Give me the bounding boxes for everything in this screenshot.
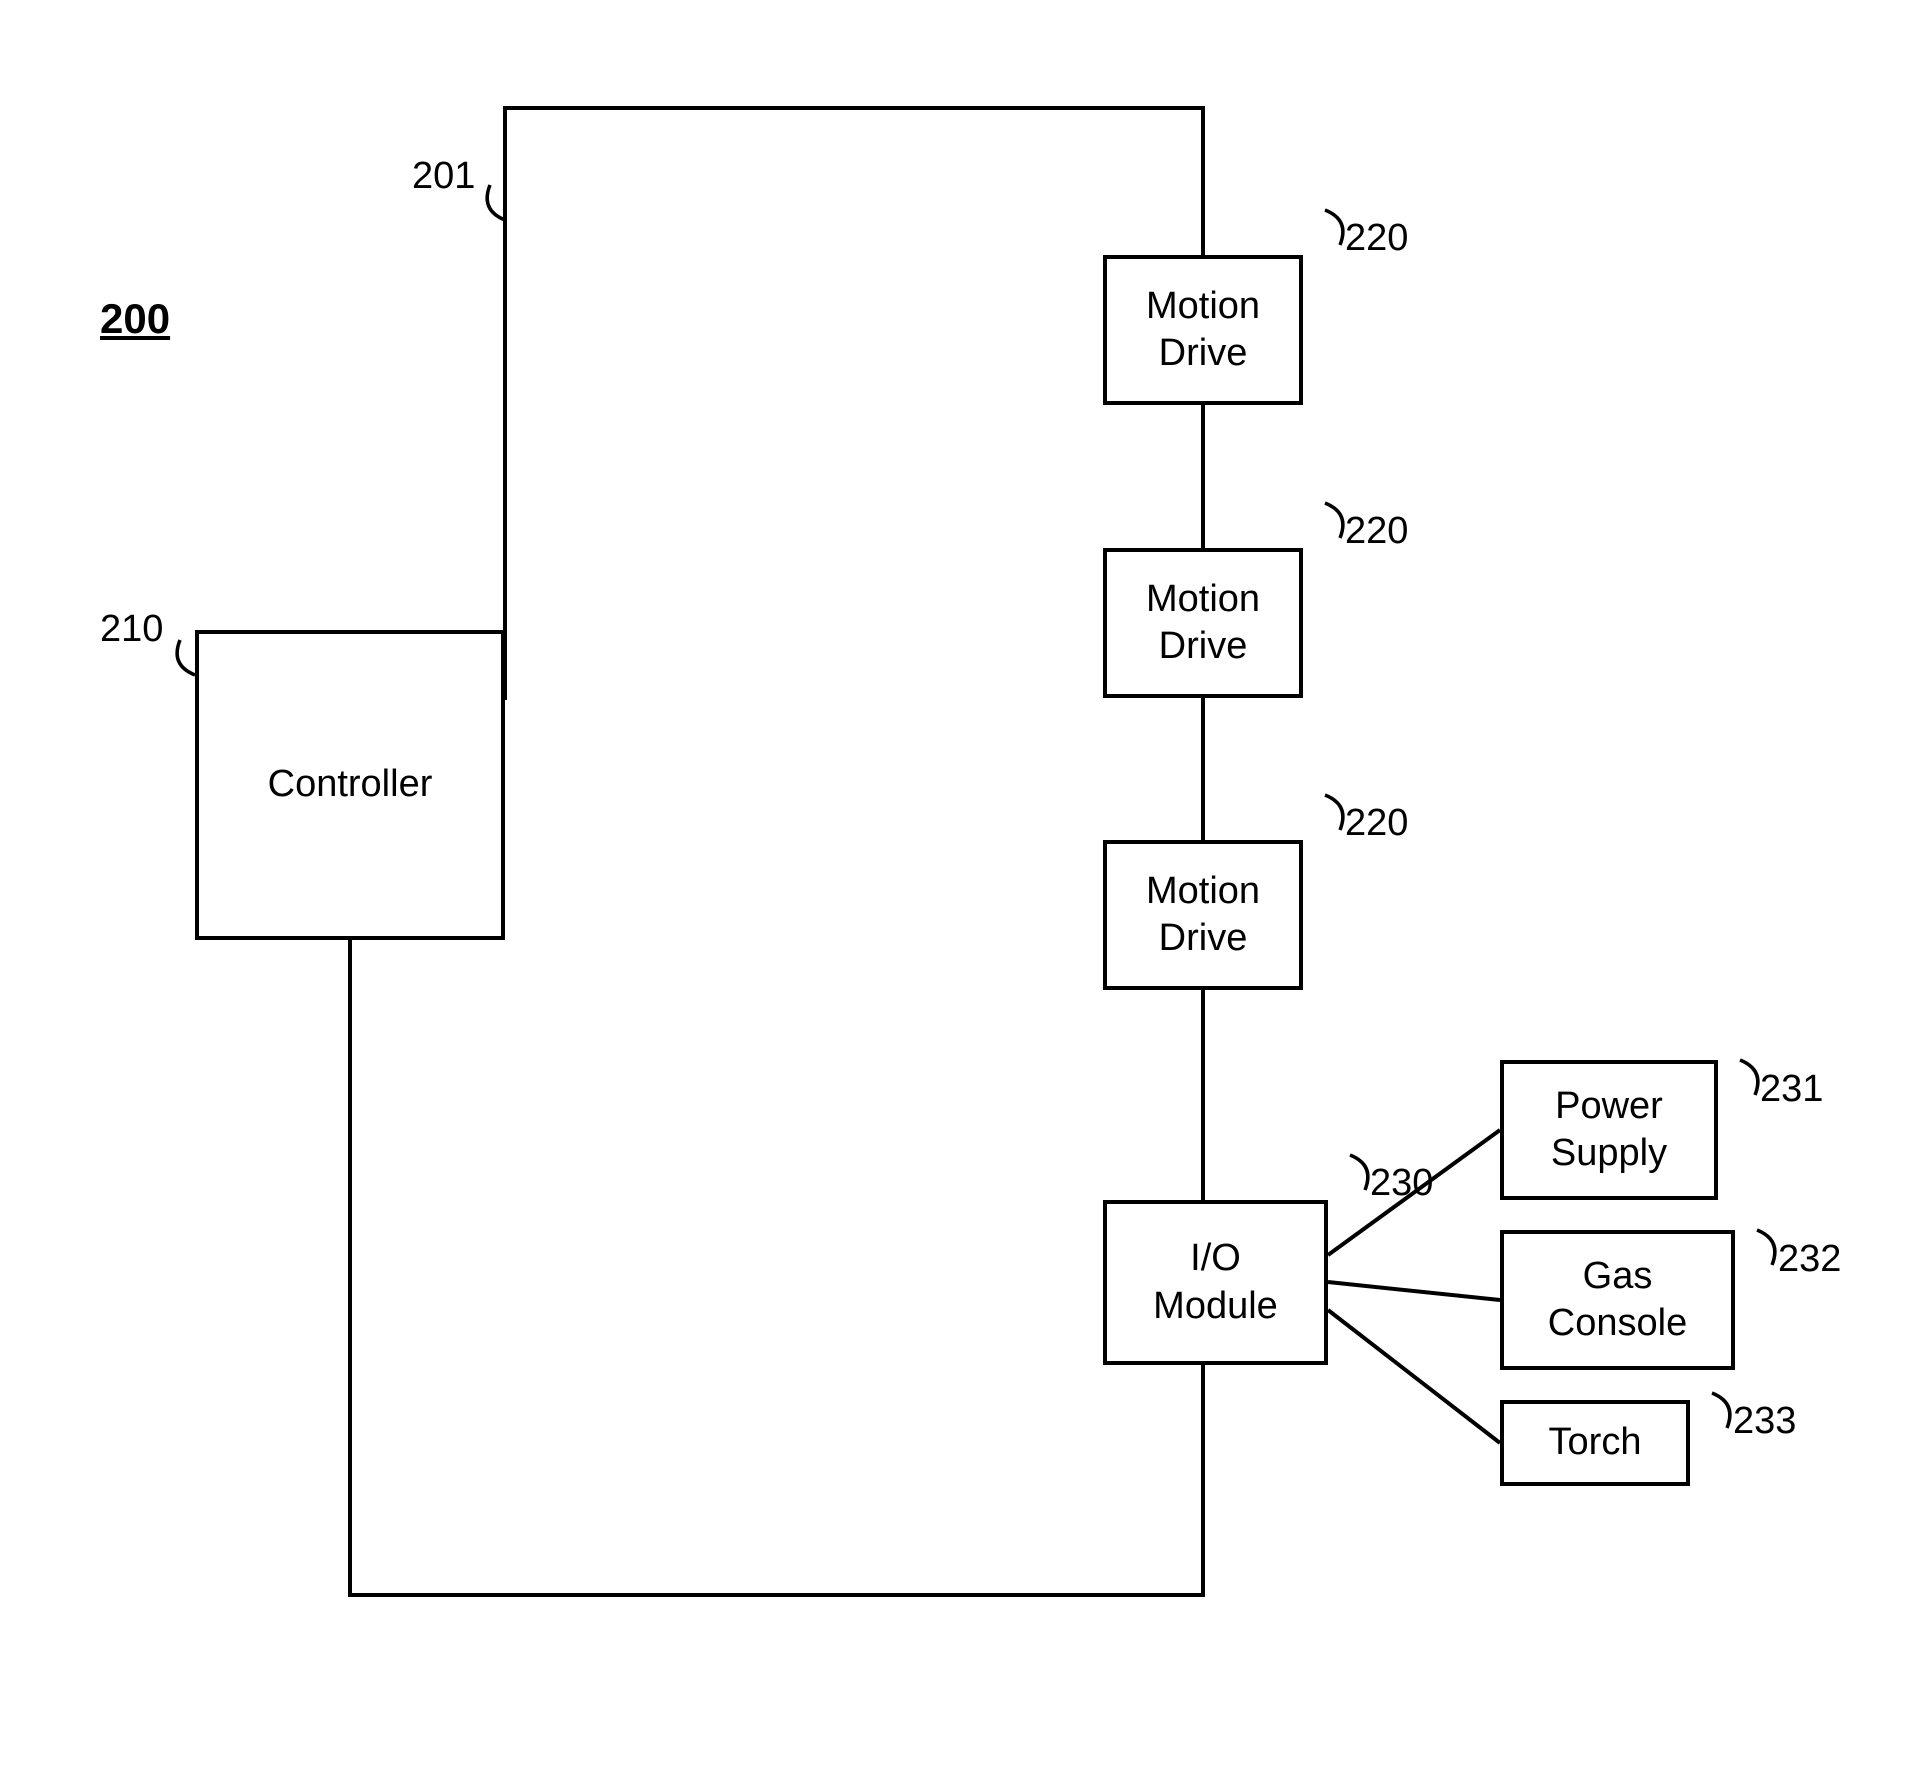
gas-console-ref: 232 [1778,1238,1841,1281]
block-diagram: 200 201 Controller 210 MotionDrive 220 M… [0,0,1907,1786]
controller-label: Controller [268,761,433,809]
io-module-ref: 230 [1370,1162,1433,1205]
power-supply-box: PowerSupply [1500,1060,1718,1200]
power-supply-ref: 231 [1760,1068,1823,1111]
controller-box: Controller [195,630,505,940]
motion-drive-3-ref: 220 [1345,802,1408,845]
figure-reference: 200 [100,295,170,343]
motion-drive-2-label: MotionDrive [1146,576,1260,671]
bus-ref-label: 201 [412,155,475,198]
controller-ref: 210 [100,608,163,651]
io-module-label: I/OModule [1153,1235,1278,1330]
gas-console-box: GasConsole [1500,1230,1735,1370]
power-supply-label: PowerSupply [1551,1083,1667,1178]
motion-drive-1-ref: 220 [1345,217,1408,260]
io-module-box: I/OModule [1103,1200,1328,1365]
torch-ref: 233 [1733,1400,1796,1443]
motion-drive-1-label: MotionDrive [1146,283,1260,378]
motion-drive-box-2: MotionDrive [1103,548,1303,698]
torch-label: Torch [1549,1419,1642,1467]
motion-drive-3-label: MotionDrive [1146,868,1260,963]
gas-console-label: GasConsole [1548,1253,1687,1348]
motion-drive-2-ref: 220 [1345,510,1408,553]
figure-ref-text: 200 [100,295,170,342]
motion-drive-box-1: MotionDrive [1103,255,1303,405]
motion-drive-box-3: MotionDrive [1103,840,1303,990]
torch-box: Torch [1500,1400,1690,1486]
